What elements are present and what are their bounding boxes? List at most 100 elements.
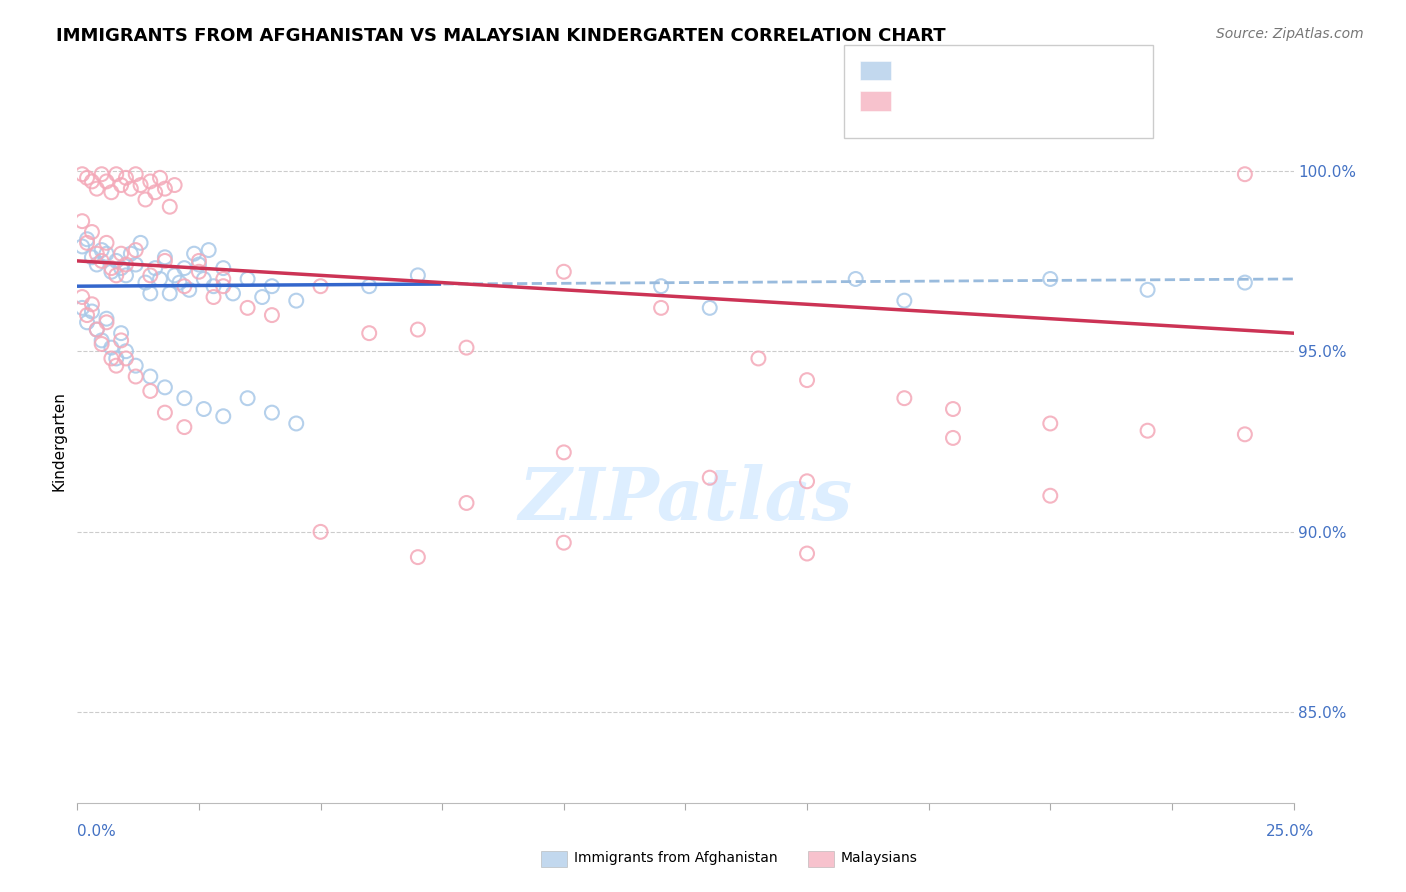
Point xyxy=(96,174,118,188)
Point xyxy=(1136,283,1159,297)
Point xyxy=(86,258,108,272)
Point xyxy=(149,170,172,185)
Text: Source: ZipAtlas.com: Source: ZipAtlas.com xyxy=(1216,27,1364,41)
Point xyxy=(159,200,181,214)
Point xyxy=(105,359,128,373)
Point xyxy=(1039,417,1062,431)
Point xyxy=(1233,276,1256,290)
Point xyxy=(942,402,965,417)
Point xyxy=(110,326,132,340)
Point xyxy=(76,170,98,185)
Point xyxy=(359,279,381,293)
Point xyxy=(153,253,176,268)
Point xyxy=(134,276,156,290)
Point xyxy=(845,272,868,286)
Point xyxy=(169,276,191,290)
Point xyxy=(202,279,225,293)
Point xyxy=(796,373,818,387)
Point xyxy=(125,258,148,272)
Point xyxy=(553,265,575,279)
Point xyxy=(260,308,283,322)
Point xyxy=(86,322,108,336)
Point xyxy=(129,178,152,192)
Point xyxy=(553,535,575,549)
Point xyxy=(100,261,122,276)
Point xyxy=(163,268,186,283)
Point xyxy=(80,297,103,311)
Point xyxy=(553,445,575,459)
Point xyxy=(309,279,332,293)
Point xyxy=(942,431,965,445)
Point xyxy=(120,181,142,195)
Point xyxy=(1233,427,1256,442)
Point xyxy=(96,246,118,260)
Point xyxy=(80,225,103,239)
Point xyxy=(70,214,93,228)
Point xyxy=(143,261,166,276)
Point xyxy=(197,243,219,257)
Point xyxy=(90,167,112,181)
Text: Malaysians: Malaysians xyxy=(841,851,918,865)
Point xyxy=(125,369,148,384)
Point xyxy=(1039,489,1062,503)
Point xyxy=(80,304,103,318)
Point xyxy=(260,279,283,293)
Point xyxy=(110,246,132,260)
Point xyxy=(796,475,818,489)
Point xyxy=(149,272,172,286)
Point xyxy=(110,261,132,276)
Point xyxy=(76,308,98,322)
Point xyxy=(188,253,211,268)
Text: IMMIGRANTS FROM AFGHANISTAN VS MALAYSIAN KINDERGARTEN CORRELATION CHART: IMMIGRANTS FROM AFGHANISTAN VS MALAYSIAN… xyxy=(56,27,946,45)
Point xyxy=(188,265,211,279)
Point xyxy=(105,253,128,268)
Point xyxy=(153,380,176,394)
Point xyxy=(100,341,122,355)
Point xyxy=(96,311,118,326)
Point xyxy=(159,286,181,301)
Point xyxy=(115,268,138,283)
Point xyxy=(100,265,122,279)
Point xyxy=(173,391,195,405)
Point xyxy=(70,290,93,304)
Point xyxy=(699,470,721,484)
Point xyxy=(212,409,235,424)
Point xyxy=(699,301,721,315)
Point xyxy=(100,351,122,366)
Point xyxy=(250,290,273,304)
Point xyxy=(456,341,478,355)
Point xyxy=(747,351,769,366)
Point xyxy=(115,258,138,272)
Point xyxy=(212,261,235,276)
Point xyxy=(125,243,148,257)
Point xyxy=(105,351,128,366)
Point xyxy=(1136,424,1159,438)
Point xyxy=(236,391,259,405)
Point xyxy=(125,167,148,181)
Point xyxy=(359,326,381,340)
Point xyxy=(260,406,283,420)
Point xyxy=(115,170,138,185)
Point xyxy=(309,524,332,539)
Point xyxy=(76,235,98,250)
Point xyxy=(70,167,93,181)
Point xyxy=(893,391,915,405)
Point xyxy=(406,322,429,336)
Point xyxy=(212,272,235,286)
Point xyxy=(86,246,108,260)
Point xyxy=(153,406,176,420)
Point xyxy=(173,279,195,293)
Point xyxy=(456,496,478,510)
Point xyxy=(80,174,103,188)
Point xyxy=(105,268,128,283)
Point xyxy=(406,550,429,565)
Point xyxy=(134,193,156,207)
Point xyxy=(90,337,112,351)
Point xyxy=(188,258,211,272)
Point xyxy=(125,359,148,373)
Y-axis label: Kindergarten: Kindergarten xyxy=(51,392,66,491)
Point xyxy=(129,235,152,250)
Point xyxy=(212,279,235,293)
Point xyxy=(110,178,132,192)
Point xyxy=(86,322,108,336)
